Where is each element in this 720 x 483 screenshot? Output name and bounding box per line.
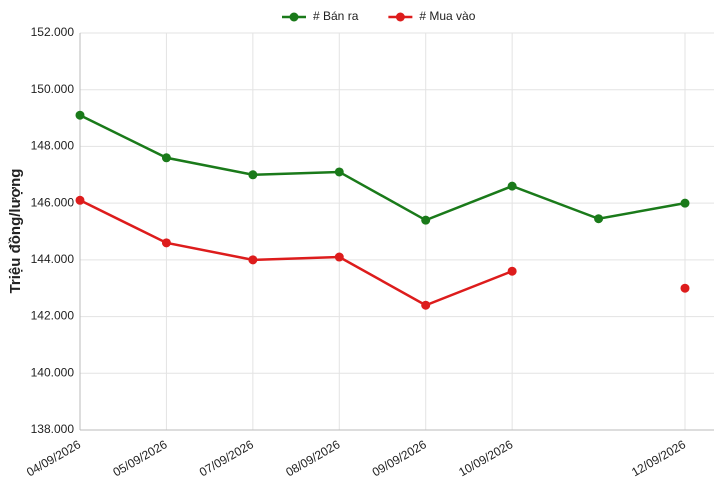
point [594,214,604,224]
legend-marker [395,12,405,22]
x-tick-label: 04/09/2026 [24,437,83,479]
x-tick-label: 07/09/2026 [197,437,256,479]
y-tick-label: 150.000 [31,82,75,96]
legend-marker [289,12,299,22]
x-tick-label: 08/09/2026 [283,437,342,479]
point [680,283,690,293]
point [507,181,517,191]
series-line [79,199,513,307]
point [161,153,171,163]
y-tick-label: 142.000 [31,309,75,323]
x-tick-label: 12/09/2026 [629,437,688,479]
x-tick-label: 05/09/2026 [110,437,169,479]
y-tick-label: 144.000 [31,252,75,266]
y-tick-label: 146.000 [31,195,75,209]
legend-label[interactable]: # Bán ra [313,9,359,23]
point [248,170,258,180]
legend-label[interactable]: # Mua vào [419,9,475,23]
point [680,198,690,208]
point [421,215,431,225]
point [75,110,85,120]
point [421,300,431,310]
y-tick-label: 152.000 [31,25,75,39]
point [334,252,344,262]
x-tick-label: 10/09/2026 [456,437,515,479]
y-axis-label: Triệu đồng/lượng [7,169,24,294]
y-tick-label: 140.000 [31,365,75,379]
x-tick-label: 09/09/2026 [370,437,429,479]
point [248,255,258,265]
y-tick-label: 138.000 [31,422,75,436]
y-tick-label: 148.000 [31,139,75,153]
series-line [79,114,686,222]
point [334,167,344,177]
point [161,238,171,248]
point [507,266,517,276]
point [75,195,85,205]
